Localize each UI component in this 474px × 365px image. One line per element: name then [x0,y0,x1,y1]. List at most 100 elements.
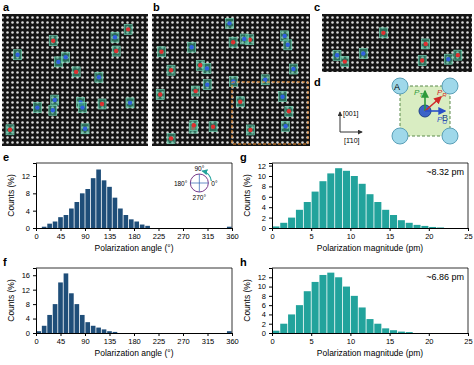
bar [406,223,413,228]
direction-label: [1̄10] [344,137,360,145]
tick-label: 180 [128,232,141,241]
bar [382,328,389,333]
panel-label: h [240,256,247,268]
bar [366,194,373,228]
bar [319,275,326,333]
vector-label-sub: R [442,92,447,98]
tick-mark [468,333,469,336]
tick-mark [33,228,36,229]
x-tick: 20 [425,333,433,346]
y-tick: 0 [262,329,272,338]
tick-label: 0 [270,232,274,241]
tick-mark [134,333,135,336]
polar-box [124,24,132,34]
bar [359,184,366,228]
axis-line [269,269,273,334]
image-background [2,14,148,146]
polar-marker [83,127,87,131]
histogram-panel: f045901351802252703153600481216Polarizat… [3,256,239,358]
tick-mark [269,166,272,167]
bar [145,226,150,228]
polar-marker [192,123,196,127]
tick-label: 6 [262,301,266,310]
polar-box [192,86,200,96]
y-tick: 4 [262,310,272,319]
x-tick: 0 [34,228,38,241]
tick-mark [269,324,272,325]
tick-mark [61,333,62,336]
tick-mark [269,228,272,229]
bar [216,333,221,334]
bars [272,168,444,228]
polar-box [49,36,57,46]
bar [304,291,311,333]
angle-inset: 90°0°180°270° [174,165,218,201]
polar-marker [227,21,231,25]
tick-label: 4 [262,310,266,319]
tick-mark [208,333,209,336]
bar [69,293,74,333]
tick-label: 12 [258,273,266,282]
polar-marker [287,109,291,113]
y-tick: 12 [22,172,36,181]
tick-label: 5 [310,337,314,346]
tick-mark [269,186,272,187]
image-background [152,14,310,146]
bar [80,193,85,228]
polar-box [285,106,293,116]
y-tick: 8 [26,300,36,309]
bar [288,314,295,333]
polar-box [62,52,70,62]
stem-image [152,14,310,146]
x-tick: 135 [104,228,117,241]
tick-mark [33,211,36,212]
tick-mark [232,228,233,231]
bar [272,331,279,333]
y-axis-title: Counts (%) [6,279,16,322]
tick-label: 4 [262,203,266,212]
axis-line [33,269,37,334]
tick-label: 45 [57,337,65,346]
polar-marker [423,42,427,46]
polar-marker [56,60,60,64]
tick-mark [468,228,469,231]
bar [47,315,52,333]
polar-marker [291,67,295,71]
bar [390,215,397,228]
tick-mark [85,228,86,231]
x-tick: 25 [464,228,472,241]
x-axis: 04590135180225270315360 [34,228,238,241]
polar-marker [282,34,286,38]
axis-line [37,229,233,232]
bar [85,322,90,333]
bar [374,324,381,333]
tick-mark [33,304,36,305]
x-tick: 25 [464,333,472,346]
bar [53,222,58,229]
atom-lattice [2,14,148,146]
bar [140,225,145,228]
x-tick: 90 [81,333,89,346]
tick-mark [269,277,272,278]
x-tick: 0 [270,228,274,241]
y-tick: 6 [262,193,272,202]
bar [173,228,178,229]
atom-label: A [394,82,400,92]
x-tick: 0 [34,333,38,346]
bar [124,333,129,334]
bar [118,333,123,334]
bar [327,173,334,228]
tick-label: 12 [22,286,30,295]
bar [366,319,373,333]
bar [151,228,156,229]
tick-label: 12 [258,162,266,171]
polar-marker [205,66,209,70]
annotation: ~8.32 pm [426,167,464,177]
y-tick: 4 [26,207,36,216]
bar [390,330,397,333]
polar-box [229,37,237,47]
bar [102,329,107,333]
bar [453,333,460,334]
axis-line [269,164,273,229]
tick-mark [269,333,272,334]
